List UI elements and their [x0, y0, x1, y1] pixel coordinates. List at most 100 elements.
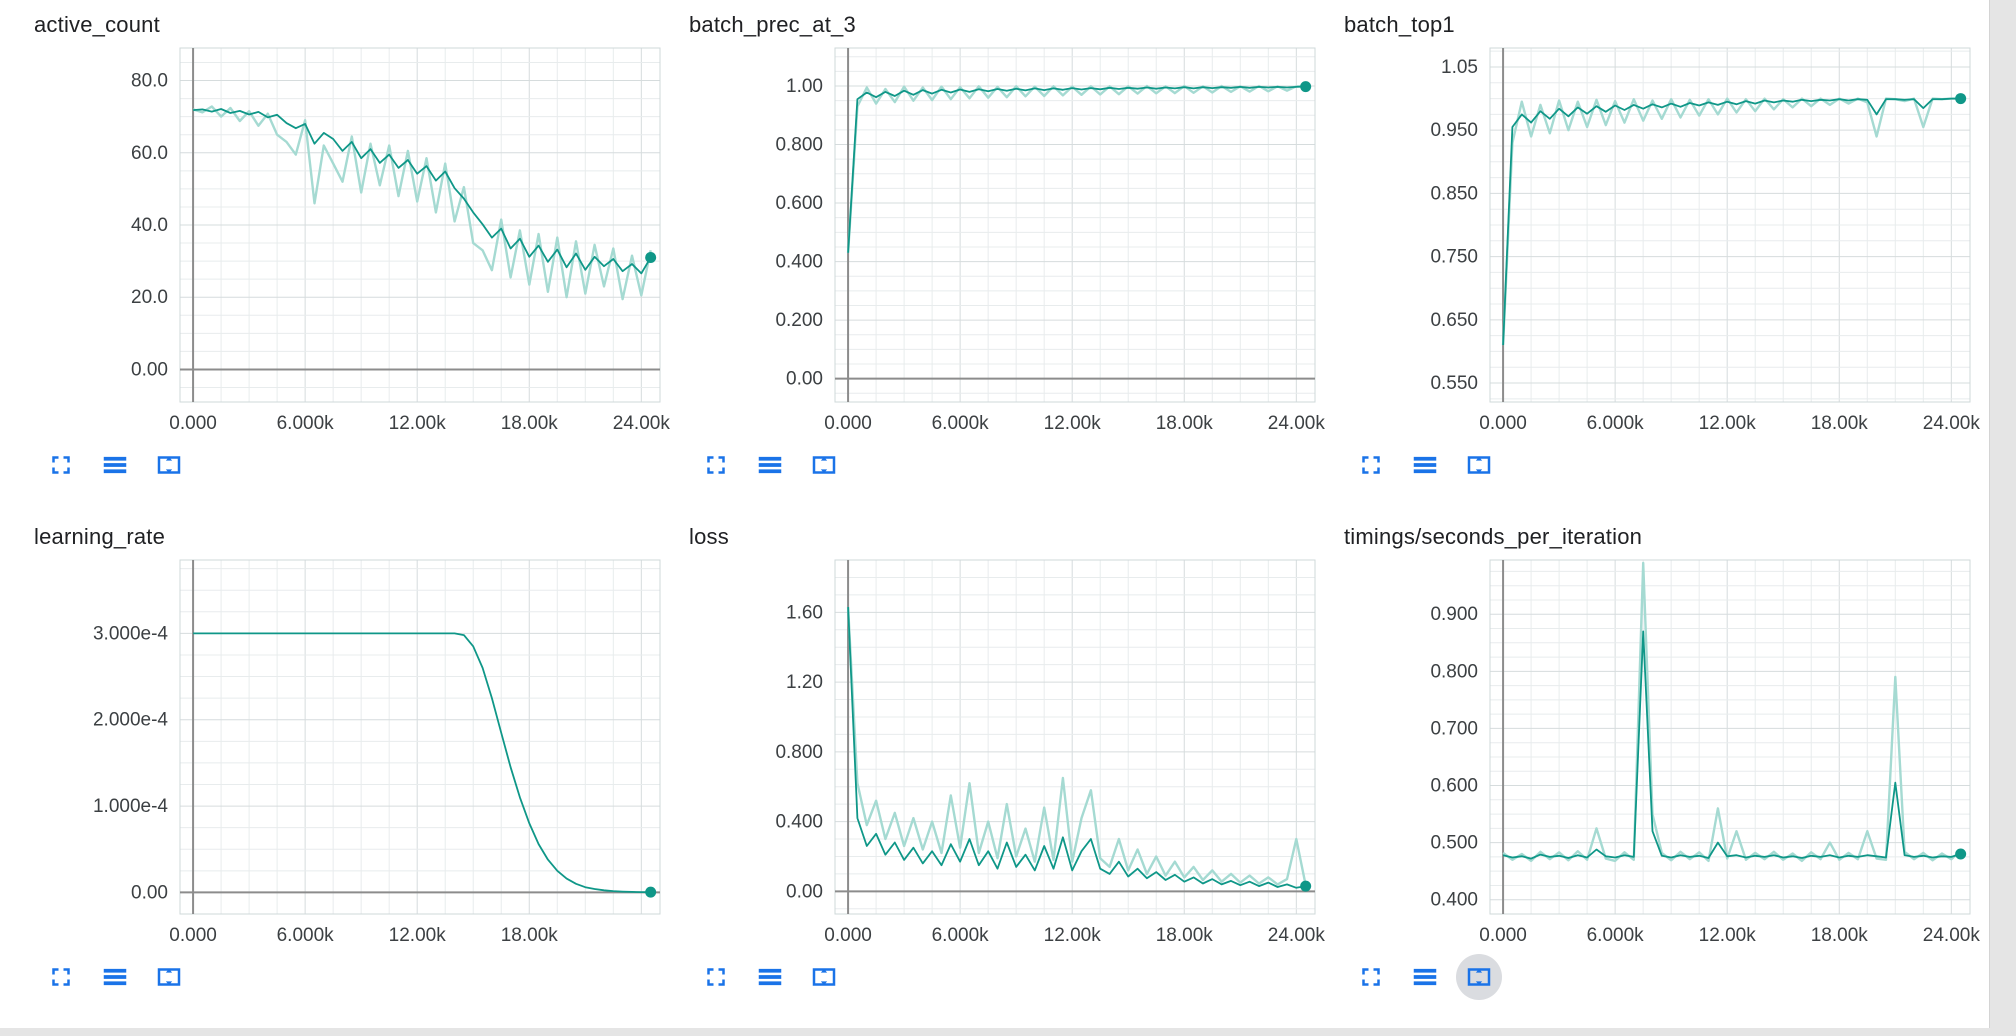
chart-title: batch_top1 [1344, 12, 1455, 37]
fullscreen-icon [701, 450, 731, 480]
svg-text:0.00: 0.00 [131, 359, 168, 380]
svg-text:80.0: 80.0 [131, 71, 168, 92]
fullscreen-icon [1356, 962, 1386, 992]
horizontal-bars-icon [100, 450, 130, 480]
horizontal-bars-icon [755, 962, 785, 992]
svg-text:0.000: 0.000 [169, 925, 217, 946]
fullscreen-icon [46, 450, 76, 480]
line-chart[interactable]: 80.0 60.0 40.0 20.0 0.00 0.000 6.000k 12.00k 18.… [30, 40, 672, 440]
scrollbar-gutter-right[interactable] [1989, 0, 2016, 1036]
line-chart[interactable]: 1.60 1.20 0.800 0.400 0.00 0.000 6.000k 12.00k 1… [685, 552, 1327, 952]
svg-text:6.000k: 6.000k [277, 413, 335, 434]
svg-text:0.950: 0.950 [1430, 120, 1478, 141]
fit-domain-button[interactable] [1456, 954, 1502, 1000]
data-table-button[interactable] [92, 954, 138, 1000]
svg-text:0.400: 0.400 [775, 252, 823, 273]
svg-text:18.00k: 18.00k [1156, 925, 1214, 946]
svg-text:0.200: 0.200 [775, 310, 823, 331]
svg-text:0.550: 0.550 [1430, 373, 1478, 394]
fit-domain-button[interactable] [801, 442, 847, 488]
data-table-button[interactable] [1402, 954, 1448, 1000]
expand-chart-button[interactable] [693, 442, 739, 488]
svg-text:3.000e-4: 3.000e-4 [93, 623, 168, 644]
overscan-icon [154, 962, 184, 992]
expand-chart-button[interactable] [1348, 442, 1394, 488]
svg-text:12.00k: 12.00k [389, 413, 447, 434]
svg-text:0.600: 0.600 [1430, 776, 1478, 797]
chart-toolbar [693, 954, 1335, 1000]
svg-text:0.800: 0.800 [775, 742, 823, 763]
svg-text:18.00k: 18.00k [501, 413, 559, 434]
data-table-button[interactable] [747, 954, 793, 1000]
scrollbar-gutter-bottom[interactable] [0, 1028, 2016, 1036]
chart-card: loss 1.60 1.20 0.800 0.400 0.00 0.000 6.000k 12… [685, 524, 1335, 1000]
chart-title: learning_rate [34, 524, 166, 549]
svg-text:12.00k: 12.00k [1044, 413, 1102, 434]
svg-text:0.000: 0.000 [169, 413, 217, 434]
fullscreen-icon [46, 962, 76, 992]
chart-grid: active_count 80.0 60.0 40.0 20.0 0.00 0.000 6.… [30, 12, 1990, 1000]
data-table-button[interactable] [1402, 442, 1448, 488]
data-table-button[interactable] [92, 442, 138, 488]
svg-text:60.0: 60.0 [131, 143, 168, 164]
chart-title: timings/seconds_per_iteration [1344, 524, 1643, 549]
svg-text:24.00k: 24.00k [1268, 413, 1326, 434]
fit-domain-button[interactable] [801, 954, 847, 1000]
svg-text:12.00k: 12.00k [389, 925, 447, 946]
chart-toolbar [38, 954, 680, 1000]
svg-text:1.05: 1.05 [1441, 57, 1478, 78]
svg-text:0.000: 0.000 [1479, 925, 1527, 946]
svg-text:6.000k: 6.000k [277, 925, 335, 946]
horizontal-bars-icon [100, 962, 130, 992]
overscan-icon [809, 450, 839, 480]
expand-chart-button[interactable] [38, 442, 84, 488]
svg-text:0.000: 0.000 [1479, 413, 1527, 434]
svg-text:1.60: 1.60 [786, 602, 823, 623]
svg-text:2.000e-4: 2.000e-4 [93, 710, 168, 731]
chart-toolbar [1348, 442, 1990, 488]
expand-chart-button[interactable] [38, 954, 84, 1000]
chart-card: batch_prec_at_3 1.00 0.800 0.600 0.400 0.200… [685, 12, 1335, 488]
svg-text:0.800: 0.800 [775, 135, 823, 156]
fit-domain-button[interactable] [146, 954, 192, 1000]
chart-title: active_count [34, 12, 160, 37]
svg-text:0.00: 0.00 [131, 882, 168, 903]
svg-text:40.0: 40.0 [131, 215, 168, 236]
chart-card: active_count 80.0 60.0 40.0 20.0 0.00 0.000 6.… [30, 12, 680, 488]
svg-text:6.000k: 6.000k [1587, 413, 1645, 434]
svg-text:18.00k: 18.00k [1811, 925, 1869, 946]
horizontal-bars-icon [1410, 450, 1440, 480]
svg-text:0.000: 0.000 [824, 925, 872, 946]
svg-text:0.00: 0.00 [786, 881, 823, 902]
expand-chart-button[interactable] [693, 954, 739, 1000]
line-chart[interactable]: 3.000e-4 2.000e-4 1.000e-4 0.00 0.000 6.000k 1… [30, 552, 672, 952]
svg-text:12.00k: 12.00k [1044, 925, 1102, 946]
overscan-icon [154, 450, 184, 480]
svg-text:24.00k: 24.00k [1923, 413, 1981, 434]
svg-text:0.000: 0.000 [824, 413, 872, 434]
data-table-button[interactable] [747, 442, 793, 488]
svg-text:0.850: 0.850 [1430, 183, 1478, 204]
overscan-icon [1464, 962, 1494, 992]
svg-text:6.000k: 6.000k [932, 413, 990, 434]
line-chart[interactable]: 1.00 0.800 0.600 0.400 0.200 0.00 0.000 6.000k 1… [685, 40, 1327, 440]
svg-text:0.750: 0.750 [1430, 247, 1478, 268]
chart-toolbar [38, 442, 680, 488]
svg-text:18.00k: 18.00k [501, 925, 559, 946]
horizontal-bars-icon [1410, 962, 1440, 992]
svg-text:6.000k: 6.000k [932, 925, 990, 946]
chart-card: timings/seconds_per_iteration 0.900 0.800… [1340, 524, 1990, 1000]
fit-domain-button[interactable] [1456, 442, 1502, 488]
overscan-icon [809, 962, 839, 992]
svg-text:6.000k: 6.000k [1587, 925, 1645, 946]
svg-text:0.400: 0.400 [775, 812, 823, 833]
svg-text:1.00: 1.00 [786, 76, 823, 97]
svg-text:0.600: 0.600 [775, 193, 823, 214]
svg-text:24.00k: 24.00k [1923, 925, 1981, 946]
expand-chart-button[interactable] [1348, 954, 1394, 1000]
fit-domain-button[interactable] [146, 442, 192, 488]
svg-text:18.00k: 18.00k [1811, 413, 1869, 434]
chart-title: loss [689, 524, 729, 549]
